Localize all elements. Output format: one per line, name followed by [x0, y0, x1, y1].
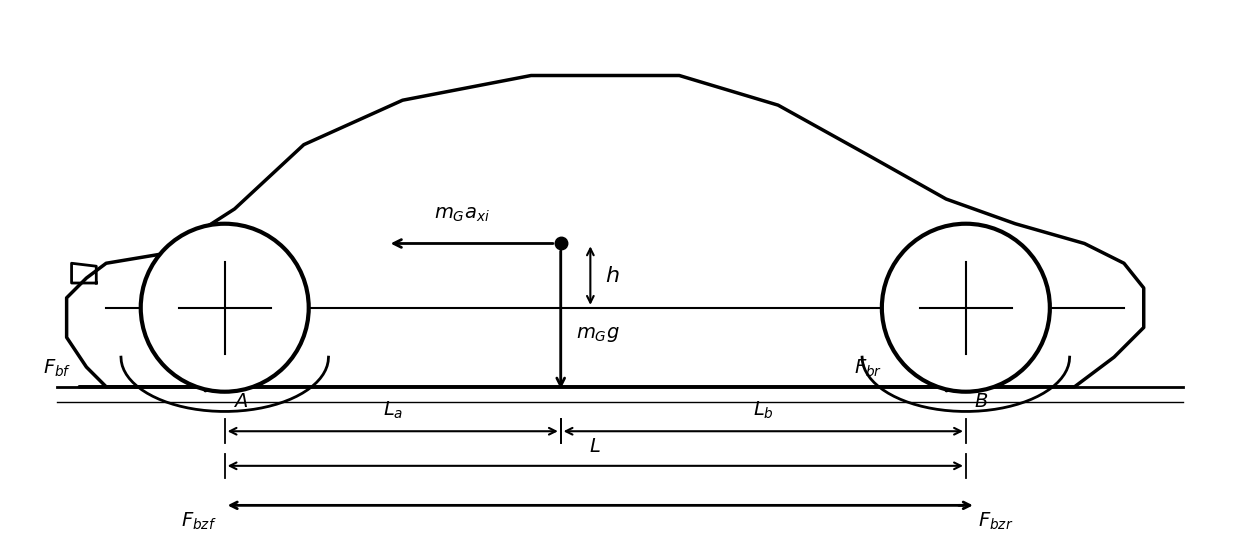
Text: $F_{bzr}$: $F_{bzr}$: [977, 511, 1013, 532]
Text: $F_{br}$: $F_{br}$: [853, 358, 882, 379]
Text: $L_a$: $L_a$: [383, 400, 403, 421]
Text: $F_{bzf}$: $F_{bzf}$: [181, 511, 217, 532]
Circle shape: [141, 224, 309, 392]
Text: $h$: $h$: [605, 266, 620, 286]
Text: $L$: $L$: [589, 437, 601, 456]
Text: $B$: $B$: [973, 392, 988, 410]
Text: $L_b$: $L_b$: [753, 400, 774, 421]
Text: $m_Gg$: $m_Gg$: [575, 325, 619, 344]
Text: $m_Ga_{xi}$: $m_Ga_{xi}$: [434, 205, 490, 224]
Circle shape: [882, 224, 1050, 392]
Text: $A$: $A$: [233, 392, 248, 410]
Text: $F_{bf}$: $F_{bf}$: [43, 358, 72, 379]
